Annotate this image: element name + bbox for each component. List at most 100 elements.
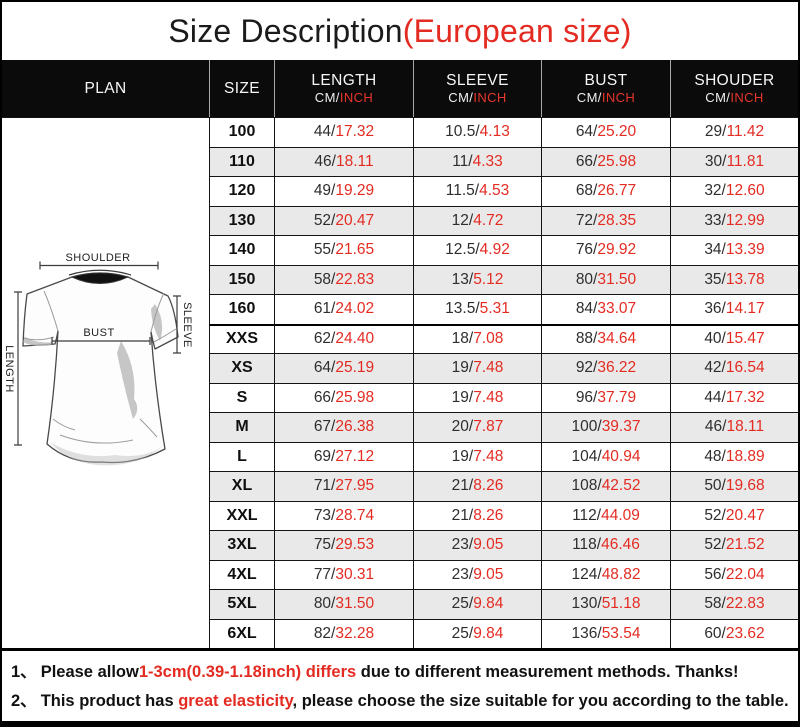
- cell-bust-160: 84/33.07: [541, 294, 670, 324]
- length-measure-line: [14, 291, 22, 446]
- note-text: Please allow: [40, 663, 139, 681]
- cell-length-XL: 71/27.95: [274, 471, 413, 501]
- note-number: 1、: [11, 663, 37, 681]
- inch-value: 7.48: [473, 388, 504, 406]
- cm-value: 69/: [313, 447, 336, 465]
- header-length-unit-cm: CM/: [314, 90, 340, 106]
- cell-length-100: 44/17.32: [274, 117, 413, 147]
- header-bust-label: BUST: [584, 71, 628, 89]
- size-label-150: 150: [209, 264, 274, 294]
- inch-value: 27.95: [335, 477, 375, 495]
- header-plan-label: PLAN: [84, 79, 127, 97]
- cm-value: 46/: [314, 152, 336, 170]
- size-label-110: 110: [209, 146, 274, 176]
- cm-value: 21/: [451, 477, 474, 495]
- cm-value: 56/: [704, 565, 726, 583]
- header-bust-unit-cm: CM/: [576, 90, 602, 106]
- size-label-140: 140: [209, 235, 274, 265]
- cm-value: 19/: [451, 388, 474, 406]
- header-size-label: SIZE: [223, 79, 261, 97]
- bust-measure-line: [51, 337, 151, 345]
- cell-sleeve-XXL: 21/8.26: [413, 500, 541, 530]
- cm-value: 66/: [575, 152, 598, 170]
- cell-bust-3XL: 118/46.46: [541, 530, 670, 560]
- cell-length-XXL: 73/28.74: [274, 500, 413, 530]
- inch-value: 36.22: [597, 359, 637, 377]
- cell-length-4XL: 77/30.31: [274, 559, 413, 589]
- cell-length-S: 66/25.98: [274, 382, 413, 412]
- cm-value: 19/: [451, 447, 474, 465]
- inch-value: 8.26: [473, 477, 504, 495]
- header-length-label: LENGTH: [311, 71, 377, 89]
- note-text: This product has: [40, 692, 179, 710]
- inch-value: 17.32: [335, 123, 375, 141]
- cell-bust-6XL: 136/53.54: [541, 618, 670, 648]
- inch-value: 44.09: [601, 506, 640, 524]
- cell-shoulder-100: 29/11.42: [670, 117, 798, 147]
- inch-value: 26.77: [597, 182, 637, 200]
- tshirt-measurement-diagram: SHOULDER: [5, 252, 193, 466]
- cm-value: 62/: [313, 330, 336, 348]
- inch-value: 25.98: [597, 152, 637, 170]
- inch-value: 12.99: [725, 211, 765, 229]
- cell-shoulder-110: 30/11.81: [670, 146, 798, 176]
- cm-value: 11.5/: [445, 182, 480, 200]
- inch-value: 20.47: [335, 211, 375, 229]
- cell-length-L: 69/27.12: [274, 441, 413, 471]
- cell-bust-XS: 92/36.22: [541, 353, 670, 383]
- inch-value: 46.46: [601, 536, 640, 554]
- inch-value: 4.72: [473, 211, 504, 229]
- size-label-L: L: [209, 441, 274, 471]
- cell-bust-S: 96/37.79: [541, 382, 670, 412]
- cm-value: 92/: [575, 359, 598, 377]
- cm-value: 34/: [704, 241, 726, 259]
- inch-value: 21.65: [335, 241, 375, 259]
- size-label-M: M: [209, 412, 274, 442]
- inch-value: 12.60: [725, 182, 765, 200]
- header-shoulder-label: SHOUDER: [694, 71, 775, 89]
- inch-value: 18.11: [726, 418, 765, 436]
- cell-length-XS: 64/25.19: [274, 353, 413, 383]
- cm-value: 80/: [313, 595, 336, 613]
- inch-value: 7.48: [473, 447, 504, 465]
- cm-value: 23/: [451, 536, 474, 554]
- sleeve-measure-line: [173, 295, 181, 354]
- cell-sleeve-6XL: 25/9.84: [413, 618, 541, 648]
- cm-value: 124/: [571, 565, 602, 583]
- cell-shoulder-XXS: 40/15.47: [670, 323, 798, 353]
- cell-sleeve-160: 13.5/5.31: [413, 294, 541, 324]
- inch-value: 51.18: [601, 595, 641, 613]
- inch-value: 16.54: [725, 359, 765, 377]
- inch-value: 24.02: [335, 300, 375, 318]
- shoulder-measure-line: [39, 261, 159, 270]
- inch-value: 25.98: [335, 388, 375, 406]
- cm-value: 18/: [451, 330, 474, 348]
- inch-value: 5.12: [473, 270, 504, 288]
- size-label-130: 130: [209, 205, 274, 235]
- note-text: , please choose the size suitable for yo…: [292, 692, 789, 710]
- inch-value: 4.13: [479, 123, 510, 141]
- page-title-red: (European size): [402, 12, 632, 49]
- cell-shoulder-6XL: 60/23.62: [670, 618, 798, 648]
- header-length: LENGTH CM/INCH: [274, 60, 413, 117]
- cm-value: 112/: [572, 506, 602, 524]
- inch-value: 29.53: [335, 536, 375, 554]
- inch-value: 4.33: [472, 152, 503, 170]
- cell-shoulder-XS: 42/16.54: [670, 353, 798, 383]
- cm-value: 58/: [704, 595, 726, 613]
- cell-length-3XL: 75/29.53: [274, 530, 413, 560]
- size-label-XXS: XXS: [209, 323, 274, 353]
- note-number: 2、: [11, 692, 37, 710]
- inch-value: 24.40: [335, 330, 375, 348]
- cell-bust-M: 100/39.37: [541, 412, 670, 442]
- inch-value: 21.52: [725, 536, 765, 554]
- inch-value: 37.79: [597, 388, 637, 406]
- inch-value: 20.47: [725, 506, 765, 524]
- cm-value: 11/: [452, 152, 473, 170]
- size-label-XS: XS: [209, 353, 274, 383]
- cm-value: 76/: [575, 241, 598, 259]
- inch-value: 9.05: [473, 565, 504, 583]
- cm-value: 40/: [704, 330, 726, 348]
- cell-length-130: 52/20.47: [274, 205, 413, 235]
- cm-value: 13/: [451, 270, 474, 288]
